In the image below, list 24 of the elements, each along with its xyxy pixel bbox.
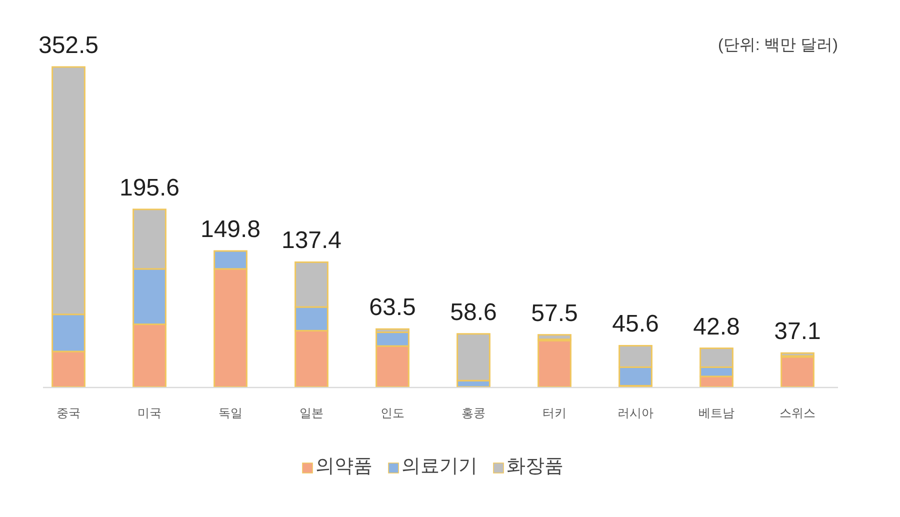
text: (단위: 백만 달러) [718, 37, 838, 54]
annotation: 137.4 [281, 227, 342, 254]
annotation: 57.5 [531, 300, 578, 327]
legend-label: 의약품 [316, 456, 372, 477]
annotation: 42.8 [693, 313, 740, 340]
x-tick-label: 스위스 [780, 406, 816, 420]
legend-label: 의료기기 [402, 456, 478, 477]
x-tick-label: 중국 [56, 406, 80, 420]
x-tick-label: 터키 [542, 406, 566, 420]
x-tick-label: 인도 [380, 406, 404, 420]
x-tick-label: 미국 [138, 406, 162, 420]
legend-label: 화장품 [506, 456, 564, 477]
annotation: 58.6 [450, 298, 497, 326]
x-tick-label: 러시아 [618, 406, 654, 420]
annotation: 45.6 [612, 310, 659, 338]
annotation: 195.6 [119, 174, 180, 202]
annotation: 37.1 [774, 318, 821, 346]
annotation: 149.8 [200, 216, 261, 243]
annotation: 352.5 [38, 32, 99, 59]
x-tick-label: 홍콩 [462, 406, 486, 420]
x-tick-label: 독일 [218, 406, 242, 420]
x-tick-label: 일본 [300, 406, 324, 420]
annotation: 63.5 [369, 294, 416, 322]
x-tick-label: 베트남 [698, 406, 734, 420]
